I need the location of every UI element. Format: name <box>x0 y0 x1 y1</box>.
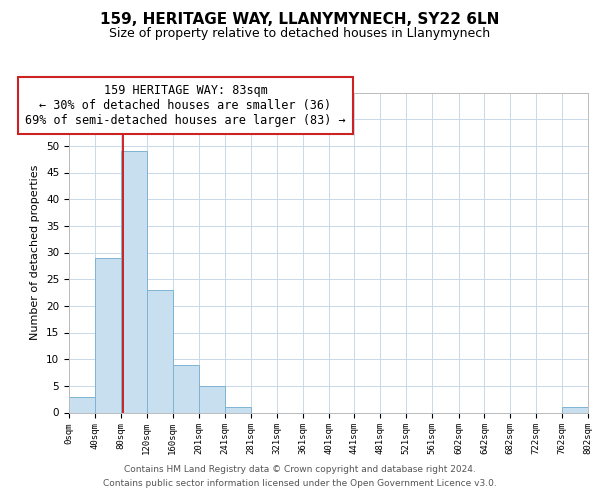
Text: 159 HERITAGE WAY: 83sqm
← 30% of detached houses are smaller (36)
69% of semi-de: 159 HERITAGE WAY: 83sqm ← 30% of detache… <box>25 84 346 128</box>
Bar <box>146 290 173 412</box>
Bar <box>69 396 95 412</box>
Bar <box>225 407 251 412</box>
Bar <box>121 151 146 412</box>
Bar <box>562 407 588 412</box>
Text: Contains HM Land Registry data © Crown copyright and database right 2024.
Contai: Contains HM Land Registry data © Crown c… <box>103 466 497 487</box>
Y-axis label: Number of detached properties: Number of detached properties <box>31 165 40 340</box>
Bar <box>199 386 225 412</box>
Text: Size of property relative to detached houses in Llanymynech: Size of property relative to detached ho… <box>109 28 491 40</box>
Bar <box>173 364 199 412</box>
Text: 159, HERITAGE WAY, LLANYMYNECH, SY22 6LN: 159, HERITAGE WAY, LLANYMYNECH, SY22 6LN <box>100 12 500 28</box>
Bar <box>95 258 121 412</box>
